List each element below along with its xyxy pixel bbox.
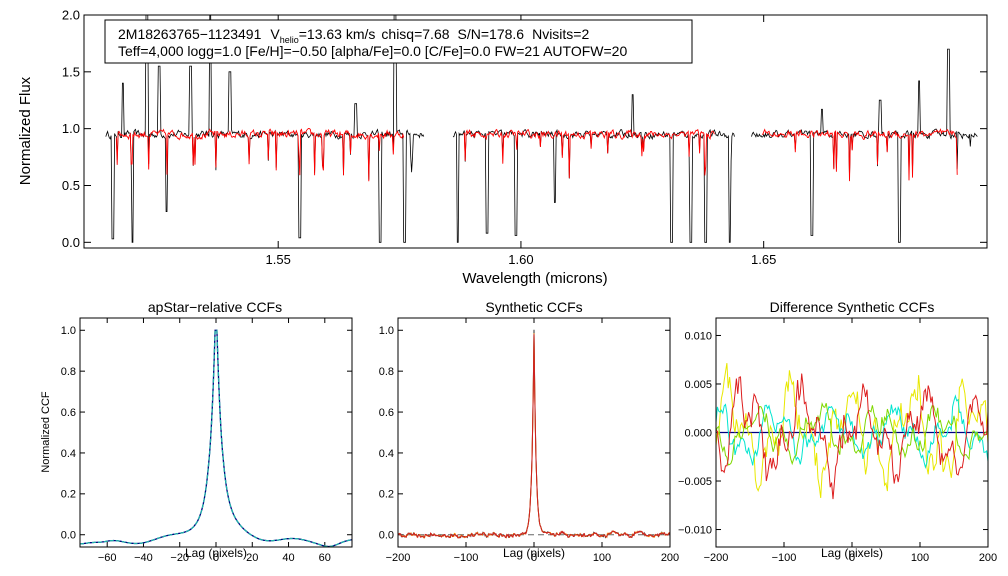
- spectrum-observed-segment: [751, 48, 978, 243]
- difference-ccf-xlabel: Lag (pixels): [821, 546, 883, 560]
- y-tick-label: 1.0: [61, 325, 76, 337]
- y-tick-label: 1.5: [62, 64, 80, 79]
- synthetic-ccf-frame: [397, 317, 671, 548]
- x-tick-label: 20: [246, 552, 258, 564]
- apstar-ccf-title: apStar−relative CCFs: [148, 299, 282, 315]
- spectrum-synthetic-segment: [115, 128, 405, 182]
- spectrum-observed-segment: [452, 94, 735, 243]
- y-tick-label: 0.0: [379, 530, 394, 542]
- synthetic-ccf-lines: [397, 329, 671, 539]
- apstar-ccf-overlay: [79, 329, 353, 548]
- x-tick-label: 60: [319, 552, 331, 564]
- header-nvisits: Nvisits=2: [532, 26, 589, 42]
- x-tick-label: 1.65: [751, 252, 776, 267]
- header-snr: S/N=178.6: [458, 26, 525, 42]
- y-tick-label: −0.005: [678, 476, 712, 488]
- y-tick-label: 0.4: [379, 448, 394, 460]
- synthetic-ccf-xlabel: Lag (pixels): [503, 546, 565, 560]
- x-tick-label: −20: [170, 552, 189, 564]
- y-tick-label: 1.0: [62, 121, 80, 136]
- difference-ccf-frame: [715, 317, 989, 548]
- x-tick-label: −200: [704, 552, 729, 564]
- difference-ccf-lines: [715, 363, 989, 500]
- y-tick-label: 0.005: [684, 379, 712, 391]
- x-tick-label: −100: [454, 552, 479, 564]
- apstar-ccf-line: [79, 329, 353, 548]
- difference-ccf-line-1: [715, 363, 989, 499]
- x-tick-label: −60: [98, 552, 117, 564]
- spectrum-header-box: 2M18263765−1123491 Vhelio=13.63 km/s chisq…: [104, 19, 693, 64]
- spectrum-synthetic-segment: [761, 128, 958, 182]
- x-tick-label: 40: [282, 552, 294, 564]
- x-tick-label: 0: [213, 552, 219, 564]
- x-tick-label: 1.60: [508, 252, 533, 267]
- y-tick-label: 0.5: [62, 178, 80, 193]
- spectrum-ylabel: Normalized Flux: [17, 76, 34, 185]
- synthetic-ccf-title: Synthetic CCFs: [485, 299, 582, 315]
- apstar-ccf-lines: [79, 329, 353, 548]
- spectrum-lines: [105, 14, 978, 243]
- y-tick-label: 0.6: [61, 407, 76, 419]
- difference-ccf-ticks: −200 −100 0 100 200 −0.010 −0.005 0.000 0.005 0.0…: [678, 318, 997, 564]
- y-tick-label: 0.2: [379, 489, 394, 501]
- y-tick-label: 2.0: [62, 8, 80, 23]
- x-tick-label: 100: [593, 552, 611, 564]
- x-tick-label: 100: [911, 552, 929, 564]
- apstar-ccf-frame: [79, 317, 353, 548]
- header-box-frame: [104, 19, 693, 64]
- spectrum-ticks: 1.55 1.60 1.65 0.0 0.5 1.0 1.5 2.0: [62, 8, 987, 267]
- spectrum-synthetic-segment: [463, 128, 715, 179]
- synthetic-ccf-line-3: [397, 334, 671, 539]
- header-vhelio-sub: helio: [280, 35, 299, 45]
- x-tick-label: 1.55: [266, 252, 291, 267]
- x-tick-label: −100: [772, 552, 797, 564]
- y-tick-label: 0.0: [61, 530, 76, 542]
- y-tick-label: 0.010: [684, 330, 712, 342]
- header-star-id: 2M18263765−1123491: [118, 26, 262, 42]
- apstar-ccf-xlabel: Lag (pixels): [185, 546, 247, 560]
- y-tick-label: 1.0: [379, 325, 394, 337]
- y-tick-label: 0.0: [62, 235, 80, 250]
- spectrum-xlabel: Wavelength (microns): [462, 270, 607, 287]
- y-tick-label: −0.010: [678, 524, 712, 536]
- x-tick-label: 0: [849, 552, 855, 564]
- difference-ccf-panel: Difference Synthetic CCFs −200 −100 0 100 20…: [678, 299, 997, 564]
- synthetic-ccf-panel: Synthetic CCFs −200 −100 0 100 200 0.0 0.2 0.4 0…: [379, 299, 679, 564]
- header-line-1: 2M18263765−1123491 Vhelio=13.63 km/s chisq…: [118, 26, 589, 45]
- x-tick-label: −200: [386, 552, 411, 564]
- difference-ccf-line-4: [715, 373, 989, 500]
- apstar-ccf-ticks: −60 −40 −20 0 20 40 60 0.0 0.2 0.4 0.6 0.8 1.0: [61, 318, 352, 564]
- y-tick-label: 0.8: [61, 366, 76, 378]
- x-tick-label: 200: [979, 552, 997, 564]
- apstar-ccf-ylabel: Normalized CCF: [40, 391, 52, 473]
- difference-ccf-title: Difference Synthetic CCFs: [770, 299, 935, 315]
- x-tick-label: 0: [531, 552, 537, 564]
- header-vhelio-value: =13.63 km/s: [299, 26, 376, 42]
- y-tick-label: 0.6: [379, 407, 394, 419]
- spectrum-panel: 1.55 1.60 1.65 0.0 0.5 1.0 1.5 2.0 Normalized F…: [17, 8, 988, 287]
- y-tick-label: 0.000: [684, 427, 712, 439]
- x-tick-label: 200: [661, 552, 679, 564]
- header-vhelio-v: V: [270, 26, 280, 42]
- y-tick-label: 0.4: [61, 448, 76, 460]
- spectrum-frame: [83, 14, 988, 249]
- header-chisq: chisq=7.68: [381, 26, 449, 42]
- y-tick-label: 0.2: [61, 489, 76, 501]
- apstar-ccf-panel: apStar−relative CCFs −60 −40 −20 0 20 40 60 0.0…: [40, 299, 353, 564]
- y-tick-label: 0.8: [379, 366, 394, 378]
- x-tick-label: −40: [134, 552, 153, 564]
- synthetic-ccf-ticks: −200 −100 0 100 200 0.0 0.2 0.4 0.6 0.8 1.0: [379, 318, 679, 564]
- header-line-2: Teff=4,000 logg=1.0 [Fe/H]=−0.50 [alpha/…: [118, 43, 627, 59]
